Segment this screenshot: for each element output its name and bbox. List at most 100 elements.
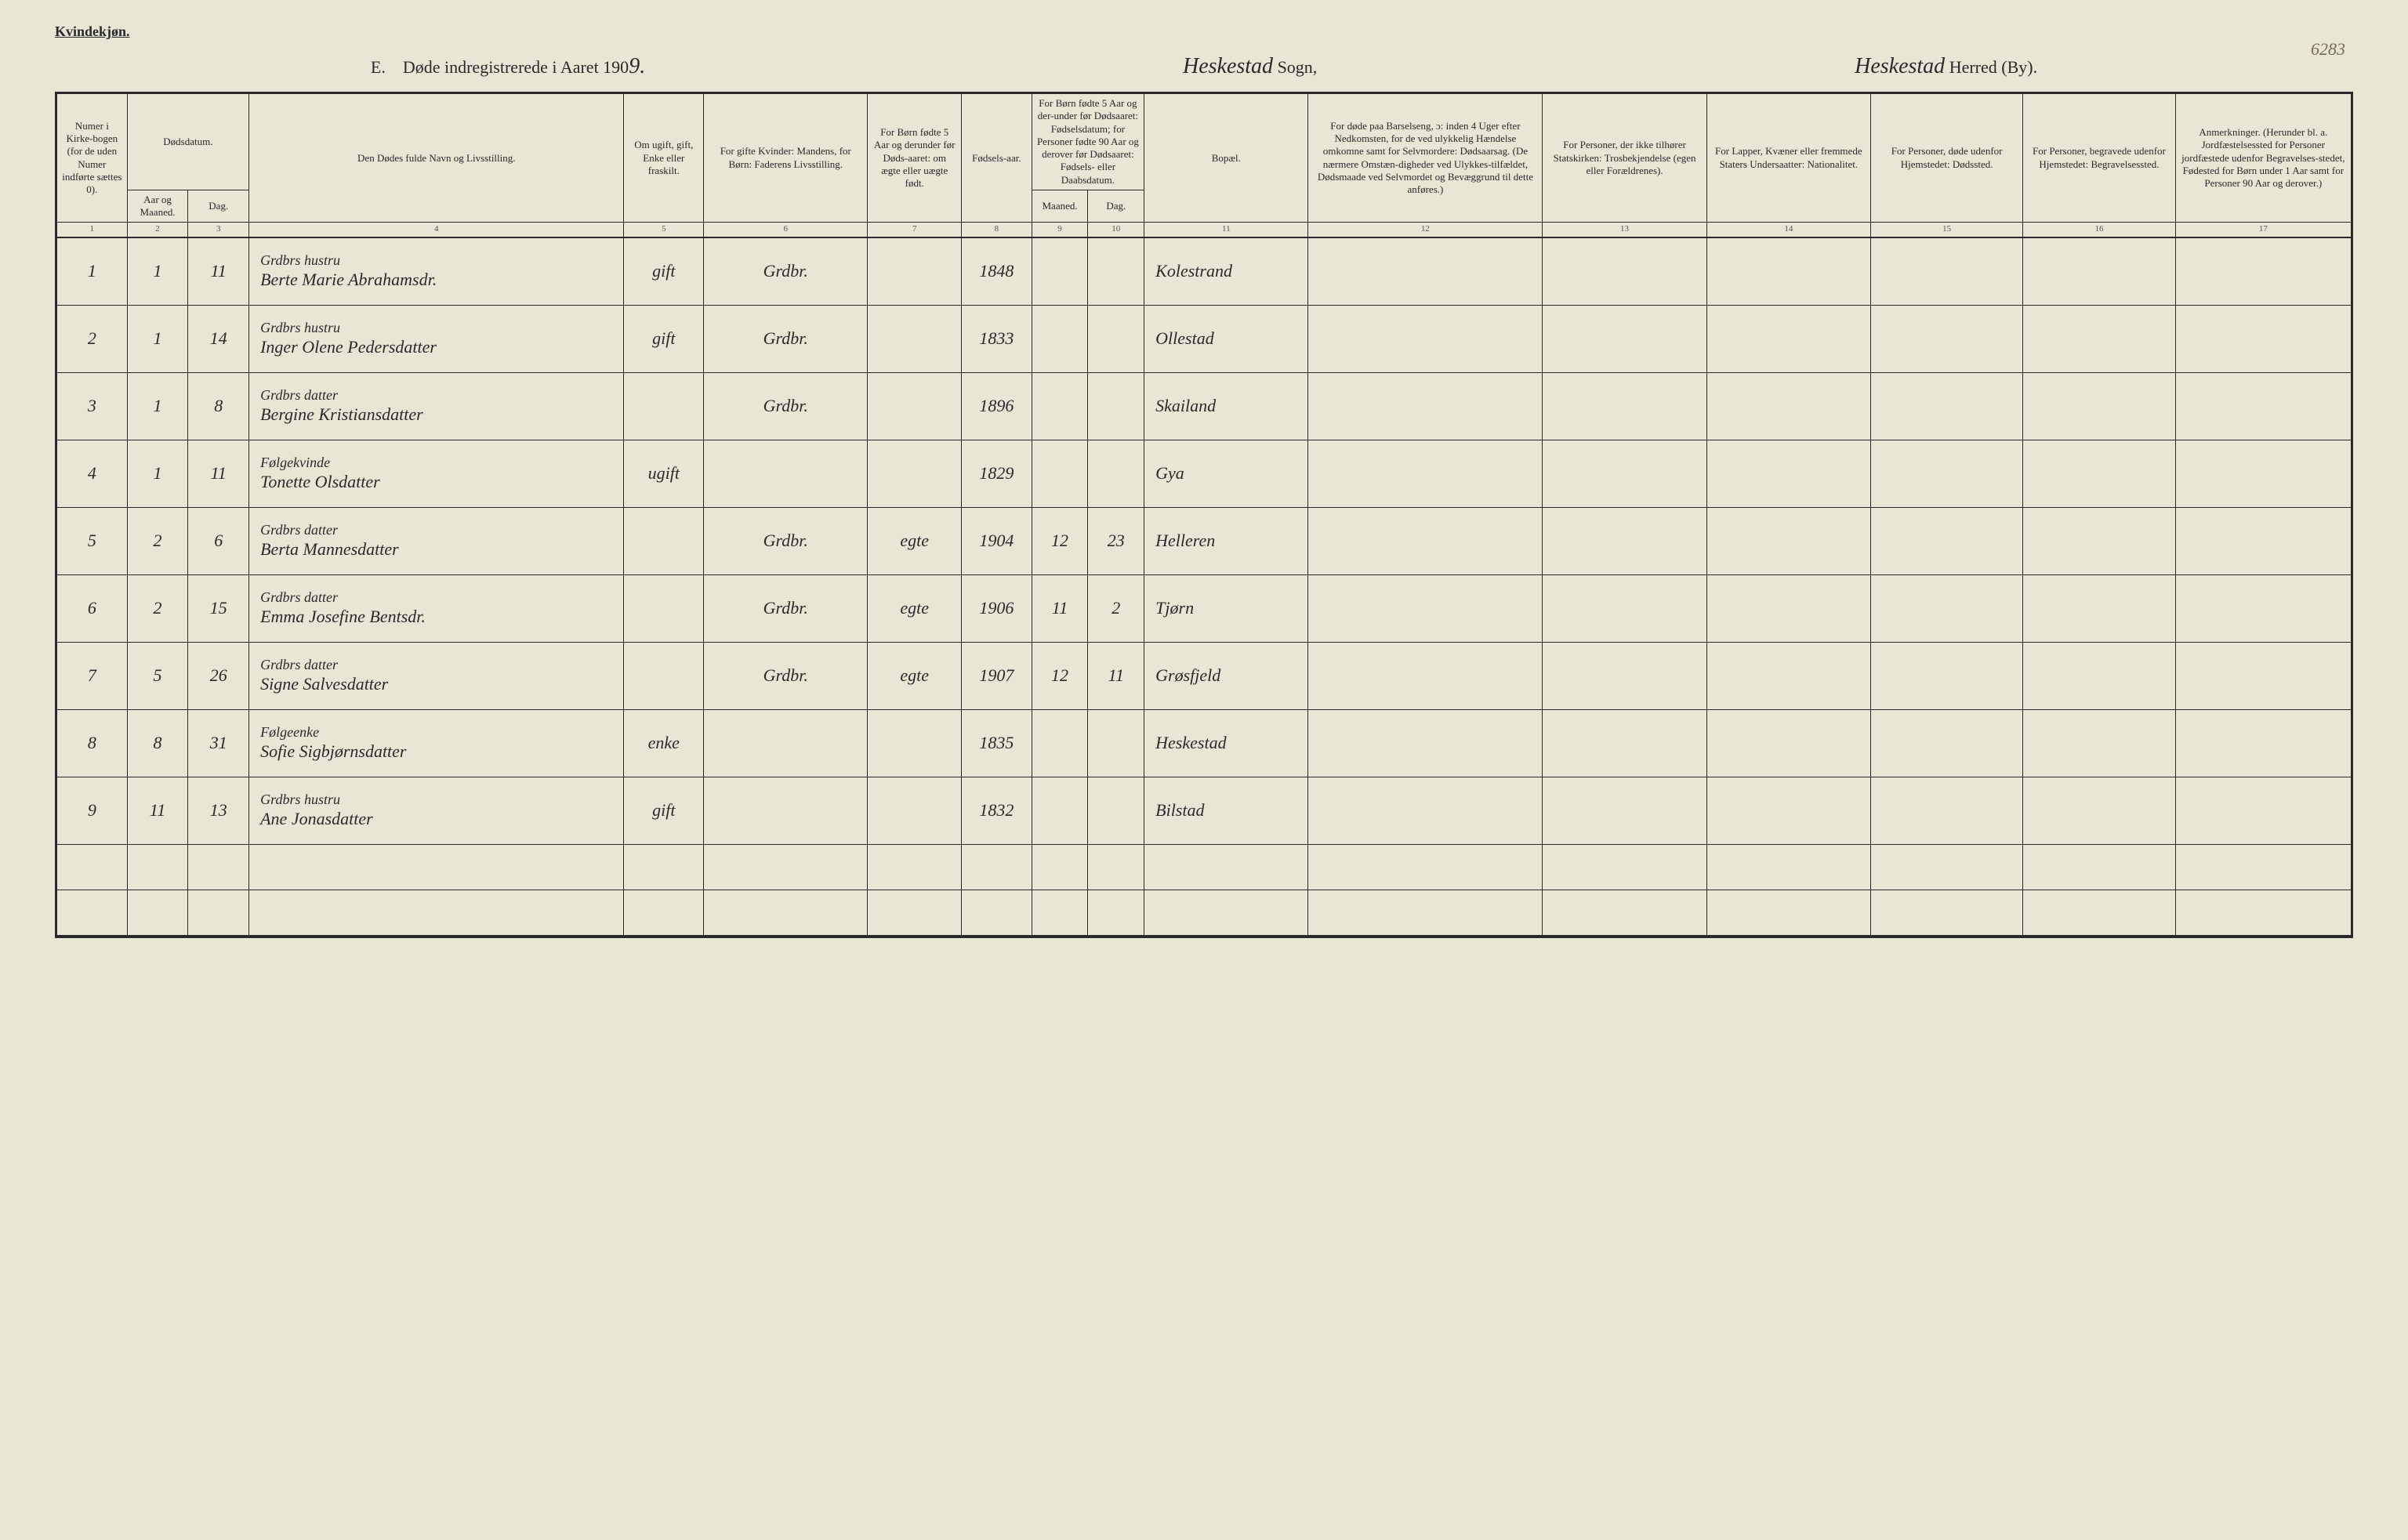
- col-header-2-group: Dødsdatum.: [127, 94, 248, 190]
- table-row-empty: [57, 890, 2352, 935]
- cell-name-sub: Følgeenke: [260, 725, 618, 741]
- cell-father: [704, 440, 868, 507]
- section-letter: E.: [371, 57, 386, 77]
- cell-birthyear: 1835: [962, 709, 1032, 777]
- col-header-9-10-group: For Børn fødte 5 Aar og der-under før Dø…: [1032, 94, 1144, 190]
- cell-empty: [249, 844, 624, 890]
- cell-birthmonth: [1032, 237, 1088, 305]
- cell-legit: [868, 440, 962, 507]
- cell-empty: [1032, 890, 1088, 935]
- cell-name-sub: Grdbrs hustru: [260, 792, 618, 808]
- cell-burialplace: [2023, 777, 2175, 844]
- cell-legit: egte: [868, 574, 962, 642]
- cell-burialplace: [2023, 574, 2175, 642]
- cell-name-sub: Følgekvinde: [260, 455, 618, 471]
- cell-birthyear: 1829: [962, 440, 1032, 507]
- cell-deathplace: [1870, 305, 2022, 372]
- cell-empty: [2023, 890, 2175, 935]
- cell-empty: [127, 890, 188, 935]
- cell-birthmonth: [1032, 305, 1088, 372]
- cell-status: [624, 507, 704, 574]
- colnum-8: 8: [962, 223, 1032, 237]
- cell-name-main: Sofie Sigbjørnsdatter: [260, 741, 406, 761]
- cell-cause: [1308, 777, 1543, 844]
- cell-birthyear: 1904: [962, 507, 1032, 574]
- cell-empty: [868, 844, 962, 890]
- cell-place: Grøsfjeld: [1144, 642, 1308, 709]
- cell-day: 26: [188, 642, 249, 709]
- cell-birthmonth: [1032, 777, 1088, 844]
- cell-deathplace: [1870, 372, 2022, 440]
- cell-deathplace: [1870, 642, 2022, 709]
- cell-place: Heskestad: [1144, 709, 1308, 777]
- col-header-2: Aar og Maaned.: [127, 190, 188, 223]
- colnum-16: 16: [2023, 223, 2175, 237]
- cell-empty: [249, 890, 624, 935]
- cell-month: 1: [127, 372, 188, 440]
- cell-num: 5: [57, 507, 128, 574]
- cell-remarks: [2175, 440, 2351, 507]
- cell-place: Ollestad: [1144, 305, 1308, 372]
- colnum-6: 6: [704, 223, 868, 237]
- col-header-9: Maaned.: [1032, 190, 1088, 223]
- cell-num: 2: [57, 305, 128, 372]
- cell-father: [704, 709, 868, 777]
- cell-num: 4: [57, 440, 128, 507]
- cell-remarks: [2175, 574, 2351, 642]
- cell-name-sub: Grdbrs hustru: [260, 253, 618, 269]
- cell-place: Gya: [1144, 440, 1308, 507]
- cell-month: 2: [127, 574, 188, 642]
- col-header-5: Om ugift, gift, Enke eller fraskilt.: [624, 94, 704, 223]
- cell-remarks: [2175, 237, 2351, 305]
- cell-day: 31: [188, 709, 249, 777]
- table-row: 1 1 11 Grdbrs hustru Berte Marie Abraham…: [57, 237, 2352, 305]
- cell-birthmonth: 12: [1032, 507, 1088, 574]
- cell-birthyear: 1832: [962, 777, 1032, 844]
- herred-label: Herred (By).: [1949, 57, 2037, 77]
- cell-father: Grdbr.: [704, 642, 868, 709]
- cell-cause: [1308, 574, 1543, 642]
- year-suffix: 9.: [629, 54, 645, 78]
- cell-cause: [1308, 440, 1543, 507]
- cell-empty: [704, 844, 868, 890]
- colnum-5: 5: [624, 223, 704, 237]
- cell-empty: [1543, 890, 1706, 935]
- table-row: 8 8 31 Følgeenke Sofie Sigbjørnsdatter e…: [57, 709, 2352, 777]
- table-row: 4 1 11 Følgekvinde Tonette Olsdatter ugi…: [57, 440, 2352, 507]
- cell-nationality: [1706, 372, 1870, 440]
- cell-faith: [1543, 709, 1706, 777]
- cell-month: 1: [127, 237, 188, 305]
- col-header-16: For Personer, begravede udenfor Hjemsted…: [2023, 94, 2175, 223]
- cell-burialplace: [2023, 237, 2175, 305]
- cell-deathplace: [1870, 709, 2022, 777]
- cell-empty: [962, 844, 1032, 890]
- cell-birthday: [1088, 372, 1144, 440]
- cell-father: [704, 777, 868, 844]
- col-header-6: For gifte Kvinder: Mandens, for Børn: Fa…: [704, 94, 868, 223]
- cell-name-sub: Grdbrs datter: [260, 388, 618, 404]
- cell-empty: [1543, 844, 1706, 890]
- register-table-wrap: Numer i Kirke-bogen (for de uden Numer i…: [55, 94, 2353, 938]
- cell-month: 5: [127, 642, 188, 709]
- cell-name-main: Berta Mannesdatter: [260, 539, 399, 559]
- cell-faith: [1543, 574, 1706, 642]
- cell-name: Grdbrs datter Signe Salvesdatter: [249, 642, 624, 709]
- cell-status: gift: [624, 777, 704, 844]
- cell-birthday: [1088, 709, 1144, 777]
- cell-status: gift: [624, 237, 704, 305]
- cell-deathplace: [1870, 574, 2022, 642]
- cell-deathplace: [1870, 237, 2022, 305]
- colnum-11: 11: [1144, 223, 1308, 237]
- colnum-12: 12: [1308, 223, 1543, 237]
- title-row: E. Døde indregistrerede i Aaret 1909. He…: [55, 48, 2353, 94]
- cell-birthyear: 1896: [962, 372, 1032, 440]
- table-row-empty: [57, 844, 2352, 890]
- cell-birthmonth: [1032, 440, 1088, 507]
- col-header-15: For Personer, døde udenfor Hjemstedet: D…: [1870, 94, 2022, 223]
- cell-birthday: 23: [1088, 507, 1144, 574]
- cell-nationality: [1706, 574, 1870, 642]
- colnum-1: 1: [57, 223, 128, 237]
- cell-empty: [962, 890, 1032, 935]
- cell-status: gift: [624, 305, 704, 372]
- colnum-9: 9: [1032, 223, 1088, 237]
